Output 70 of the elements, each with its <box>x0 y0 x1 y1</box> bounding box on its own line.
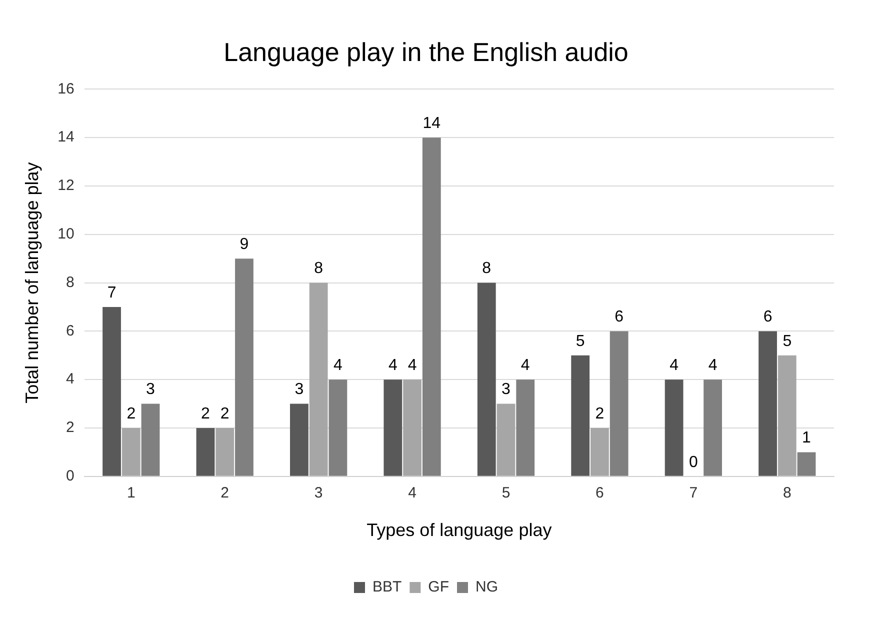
bar <box>571 355 590 476</box>
bar <box>610 331 628 476</box>
data-label: 4 <box>520 357 530 374</box>
bar <box>309 282 328 476</box>
data-label: 4 <box>708 357 718 374</box>
data-label: 2 <box>220 405 230 422</box>
bar <box>477 282 496 476</box>
data-label: 4 <box>670 357 679 374</box>
bar <box>422 138 441 476</box>
bar <box>778 355 796 476</box>
bar <box>290 404 308 476</box>
x-tick-label: 4 <box>408 484 416 502</box>
bar <box>516 380 535 476</box>
y-tick-label: 10 <box>58 226 74 243</box>
bar <box>384 380 402 476</box>
bar <box>664 380 684 476</box>
bar <box>758 331 777 476</box>
bar <box>196 428 215 476</box>
data-label: 1 <box>802 430 812 447</box>
bar <box>403 380 422 476</box>
data-label: 3 <box>502 381 511 398</box>
y-tick-label: 14 <box>58 128 74 146</box>
chart-title: Language play in the English audio <box>224 36 628 67</box>
y-tick-label: 0 <box>66 468 74 485</box>
legend-label: NG <box>476 578 498 596</box>
bar <box>216 428 234 476</box>
y-tick-label: 4 <box>66 370 74 388</box>
y-tick-label: 6 <box>66 322 74 340</box>
bar <box>590 428 609 476</box>
data-label: 2 <box>201 405 210 422</box>
data-label: 5 <box>576 332 585 350</box>
data-label: 6 <box>763 308 772 326</box>
x-tick-label: 5 <box>502 484 510 502</box>
legend-label: BBT <box>372 578 402 596</box>
legend-label: GF <box>428 578 450 596</box>
bar <box>328 380 348 476</box>
bar <box>704 380 722 476</box>
bar <box>235 258 254 476</box>
y-axis-title: Total number of language play <box>22 162 42 404</box>
data-label: 4 <box>388 357 398 374</box>
data-label: 4 <box>333 357 342 374</box>
y-tick-label: 2 <box>66 419 74 436</box>
y-tick-label: 16 <box>58 80 74 98</box>
data-label: 4 <box>408 357 417 374</box>
data-label: 3 <box>146 381 156 398</box>
bar <box>102 307 121 476</box>
bar <box>141 404 160 476</box>
x-tick-label: 6 <box>596 484 604 502</box>
data-label: 8 <box>314 260 324 278</box>
data-label: 9 <box>240 236 249 254</box>
data-label: 14 <box>422 115 441 132</box>
x-axis-title: Types of language play <box>366 520 552 540</box>
bar <box>797 452 816 476</box>
y-tick-label: 8 <box>66 274 74 291</box>
x-tick-label: 1 <box>126 484 136 502</box>
data-label: 2 <box>595 405 604 422</box>
data-label: 8 <box>482 260 492 278</box>
bar <box>122 428 140 476</box>
x-tick-label: 2 <box>220 484 230 502</box>
data-label: 5 <box>782 332 792 350</box>
data-label: 6 <box>614 308 624 326</box>
x-tick-label: 8 <box>782 484 792 502</box>
bar <box>496 404 516 476</box>
x-tick-label: 7 <box>689 484 698 502</box>
data-label: 3 <box>294 381 304 398</box>
y-tick-label: 12 <box>58 177 74 194</box>
data-label: 0 <box>688 454 698 471</box>
data-label: 2 <box>126 405 136 422</box>
x-tick-label: 3 <box>314 484 323 502</box>
data-label: 7 <box>107 284 116 302</box>
